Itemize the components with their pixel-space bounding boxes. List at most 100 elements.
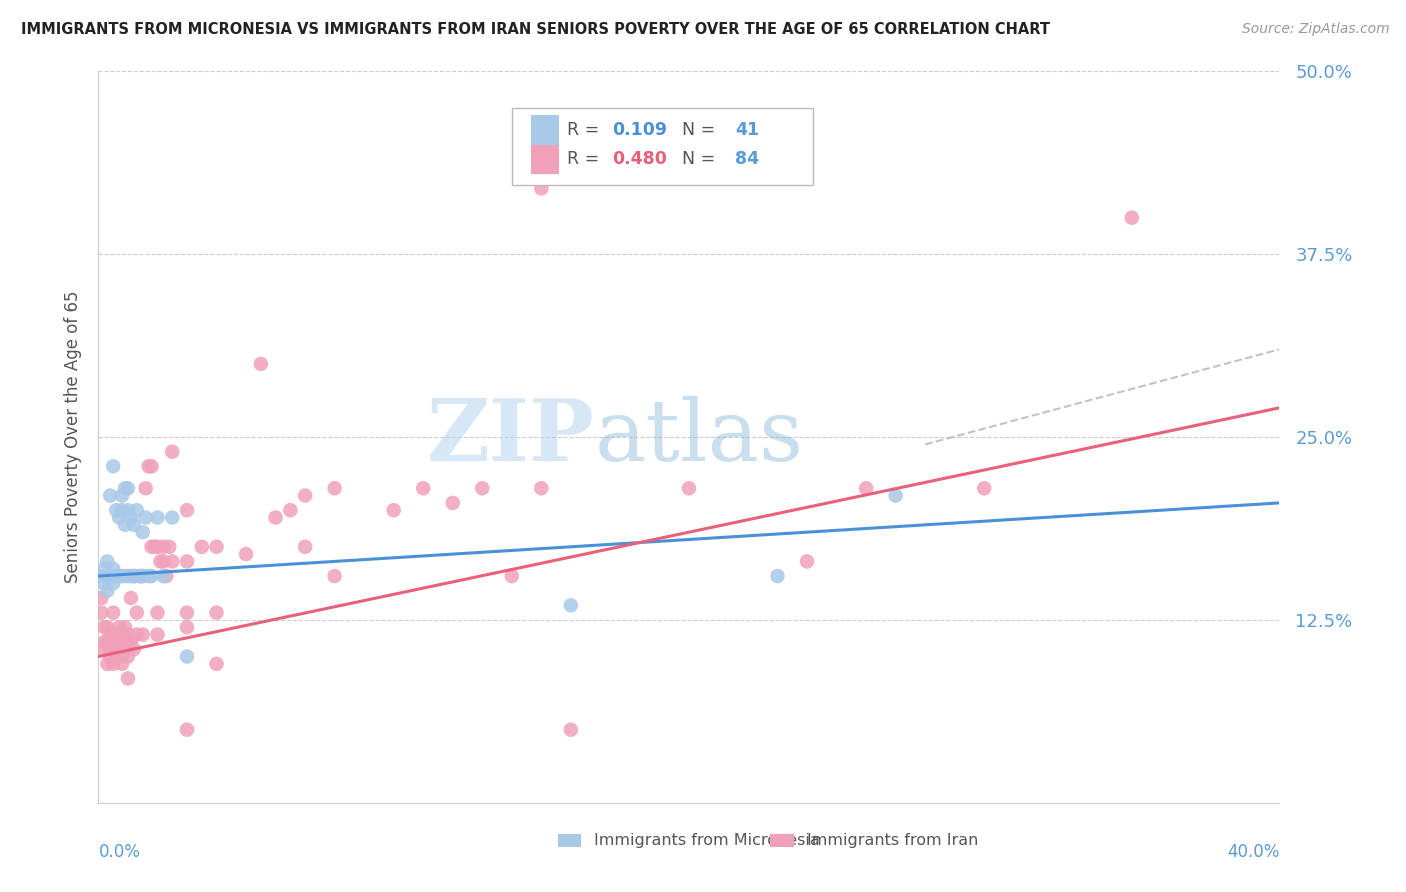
Point	[103, 642, 125, 657]
Text: N =: N =	[671, 121, 721, 139]
Point	[294, 489, 316, 503]
Point	[138, 569, 160, 583]
Point	[162, 510, 183, 524]
Text: 0.0%: 0.0%	[98, 843, 141, 861]
Point	[111, 627, 134, 641]
Point	[141, 569, 163, 583]
Text: IMMIGRANTS FROM MICRONESIA VS IMMIGRANTS FROM IRAN SENIORS POVERTY OVER THE AGE : IMMIGRANTS FROM MICRONESIA VS IMMIGRANTS…	[21, 22, 1050, 37]
Point	[530, 481, 553, 495]
Point	[108, 635, 131, 649]
Point	[205, 657, 228, 671]
Point	[128, 569, 150, 583]
Point	[152, 554, 174, 568]
Point	[90, 569, 112, 583]
Point	[176, 554, 198, 568]
Text: R =: R =	[567, 150, 605, 168]
Point	[146, 540, 169, 554]
Point	[441, 496, 464, 510]
Text: 0.109: 0.109	[612, 121, 668, 139]
Point	[471, 481, 494, 495]
Point	[141, 459, 163, 474]
Point	[120, 591, 142, 605]
Point	[114, 569, 136, 583]
Point	[1121, 211, 1143, 225]
Point	[152, 569, 174, 583]
Point	[146, 606, 169, 620]
Point	[117, 649, 139, 664]
Point	[111, 569, 134, 583]
Point	[96, 554, 118, 568]
Point	[132, 569, 155, 583]
Point	[96, 583, 118, 598]
Point	[176, 620, 198, 634]
Point	[111, 657, 134, 671]
Point	[111, 503, 134, 517]
Point	[205, 540, 228, 554]
Point	[93, 642, 115, 657]
Point	[103, 576, 125, 591]
Point	[125, 627, 148, 641]
Text: Source: ZipAtlas.com: Source: ZipAtlas.com	[1241, 22, 1389, 37]
Point	[90, 606, 112, 620]
Point	[98, 569, 121, 583]
Point	[294, 540, 316, 554]
Point	[117, 569, 139, 583]
Point	[176, 723, 198, 737]
Point	[382, 503, 405, 517]
Point	[122, 569, 145, 583]
Y-axis label: Seniors Poverty Over the Age of 65: Seniors Poverty Over the Age of 65	[63, 291, 82, 583]
Point	[117, 481, 139, 495]
Point	[122, 569, 145, 583]
Text: ZIP: ZIP	[426, 395, 595, 479]
Point	[280, 503, 302, 517]
Point	[108, 569, 131, 583]
Text: Immigrants from Micronesia: Immigrants from Micronesia	[595, 833, 820, 848]
Point	[323, 569, 346, 583]
Point	[111, 649, 134, 664]
Text: 41: 41	[735, 121, 759, 139]
Point	[103, 635, 125, 649]
Point	[90, 591, 112, 605]
Point	[501, 569, 523, 583]
Point	[560, 599, 582, 613]
Point	[98, 649, 121, 664]
Point	[114, 517, 136, 532]
Text: 0.480: 0.480	[612, 150, 666, 168]
Point	[103, 562, 125, 576]
Point	[114, 635, 136, 649]
Point	[146, 627, 169, 641]
Point	[235, 547, 257, 561]
Point	[796, 554, 818, 568]
Point	[117, 503, 139, 517]
Point	[114, 620, 136, 634]
Point	[132, 627, 155, 641]
Text: 40.0%: 40.0%	[1227, 843, 1279, 861]
Text: Immigrants from Iran: Immigrants from Iran	[807, 833, 979, 848]
Point	[96, 635, 118, 649]
Point	[128, 569, 150, 583]
Text: R =: R =	[567, 121, 605, 139]
Point	[152, 540, 174, 554]
Point	[120, 569, 142, 583]
Point	[132, 569, 155, 583]
Point	[105, 649, 128, 664]
Text: atlas: atlas	[595, 395, 804, 479]
Point	[96, 657, 118, 671]
FancyBboxPatch shape	[770, 834, 794, 847]
Point	[93, 620, 115, 634]
Point	[323, 481, 346, 495]
Point	[125, 503, 148, 517]
Point	[176, 606, 198, 620]
Point	[105, 627, 128, 641]
Point	[141, 540, 163, 554]
Point	[162, 444, 183, 458]
Point	[93, 635, 115, 649]
Point	[191, 540, 214, 554]
Point	[176, 649, 198, 664]
Point	[96, 620, 118, 634]
Point	[884, 489, 907, 503]
Point	[108, 510, 131, 524]
Point	[125, 606, 148, 620]
Text: 84: 84	[735, 150, 759, 168]
Text: N =: N =	[671, 150, 721, 168]
